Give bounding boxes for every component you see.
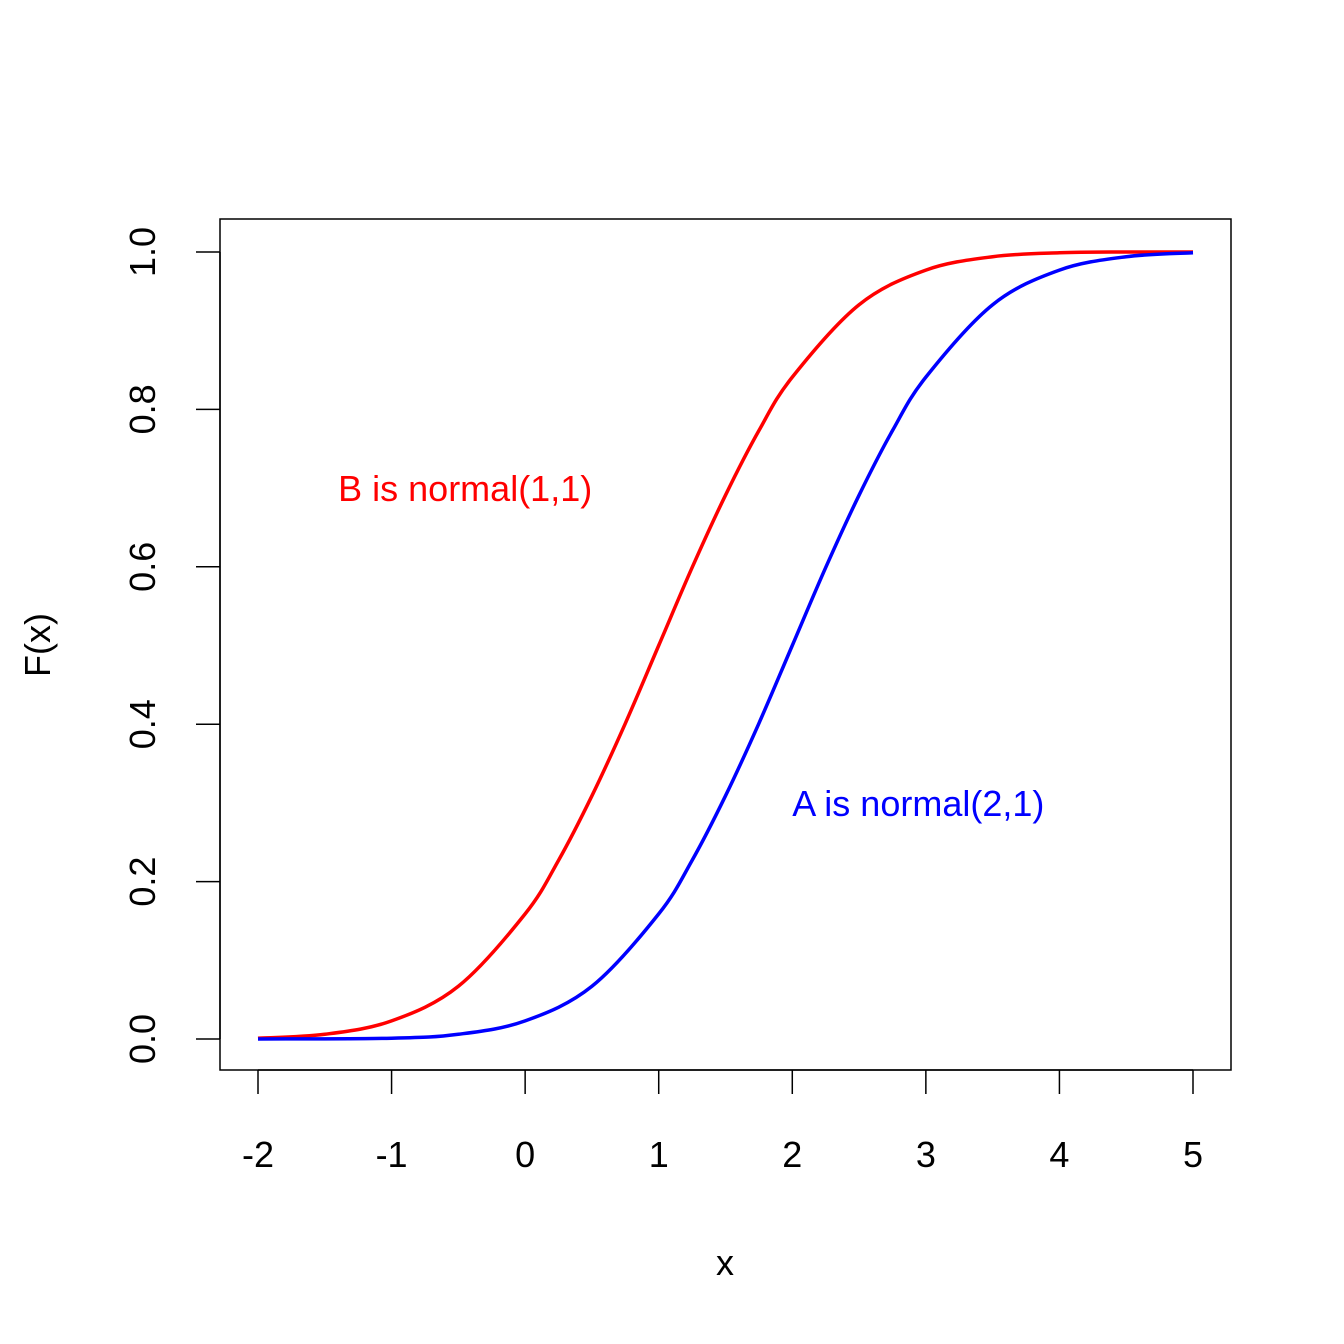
x-tick-label: 4 — [1049, 1134, 1069, 1175]
x-tick-label: 5 — [1183, 1134, 1203, 1175]
y-axis-title: F(x) — [17, 613, 58, 677]
y-tick-label: 0.6 — [122, 542, 163, 592]
y-axis: 0.0 0.2 0.4 0.6 0.8 1.0 — [122, 227, 221, 1064]
x-tick-label: 2 — [782, 1134, 802, 1175]
annotation-label: B is normal(1,1) — [338, 468, 592, 509]
series-line-red — [257, 250, 1194, 1040]
y-tick-label: 0.0 — [122, 1014, 163, 1064]
x-axis-title: x — [716, 1242, 734, 1283]
plot-frame — [219, 218, 1232, 1071]
x-tick-label: 1 — [649, 1134, 669, 1175]
x-tick-label: -1 — [376, 1134, 408, 1175]
y-tick-label: 0.4 — [122, 699, 163, 749]
x-tick-label: -2 — [242, 1134, 274, 1175]
series-line-blue — [257, 251, 1194, 1041]
y-tick-label: 0.2 — [122, 857, 163, 907]
x-tick-label: 3 — [916, 1134, 936, 1175]
y-tick-label: 1.0 — [122, 227, 163, 277]
x-axis: -2 -1 0 1 2 3 4 5 — [242, 1069, 1203, 1175]
annotation-label: A is normal(2,1) — [792, 783, 1044, 824]
annotation-layer: B is normal(1,1) A is normal(2,1) — [338, 468, 1044, 824]
x-tick-label: 0 — [515, 1134, 535, 1175]
series-layer — [257, 250, 1194, 1041]
y-tick-label: 0.8 — [122, 384, 163, 434]
